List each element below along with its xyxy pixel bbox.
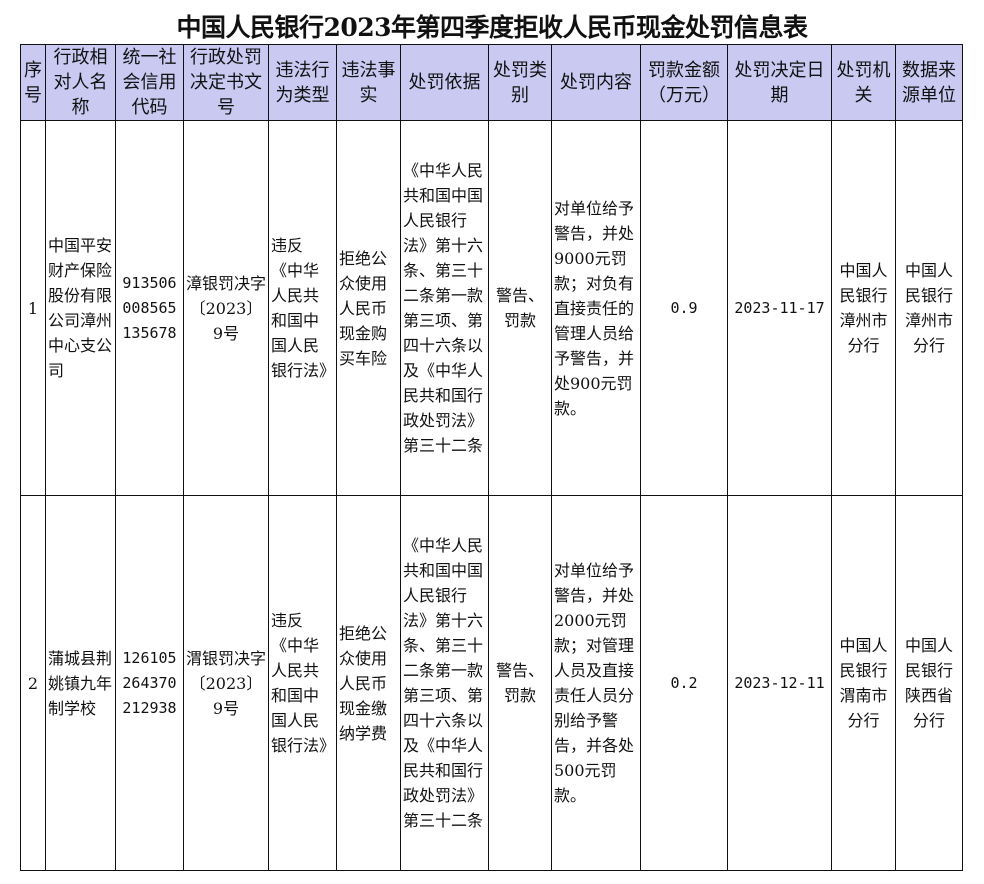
cell-basis: 《中华人民共和国中国人民银行法》第十六条、第三十二条第一款第三项、第四十六条以及… bbox=[400, 120, 489, 496]
cell-facts: 拒绝公众使用人民币现金购买车险 bbox=[336, 120, 401, 496]
cell-category: 警告、罚款 bbox=[488, 495, 552, 871]
penalty-table: 序号 行政相对人名称 统一社会信用代码 行政处罚决定书文号 违法行为类型 违法事… bbox=[20, 44, 963, 871]
cell-name: 中国平安财产保险股份有限公司漳州中心支公司 bbox=[45, 120, 116, 496]
cell-no: 1 bbox=[20, 120, 46, 496]
cell-credit-code: 126105264370212938 bbox=[115, 495, 184, 871]
cell-source: 中国人民银行陕西省分行 bbox=[895, 495, 963, 871]
column-header: 序号 bbox=[20, 44, 46, 121]
cell-date: 2023-12-11 bbox=[727, 495, 832, 871]
table-row: 2 蒲城县荆姚镇九年制学校 126105264370212938 渭银罚决字〔2… bbox=[20, 495, 963, 871]
cell-amount: 0.2 bbox=[640, 495, 728, 871]
column-header: 违法行为类型 bbox=[268, 44, 337, 121]
column-header: 处罚类别 bbox=[488, 44, 552, 121]
table-header-row: 序号 行政相对人名称 统一社会信用代码 行政处罚决定书文号 违法行为类型 违法事… bbox=[20, 44, 963, 121]
column-header: 处罚内容 bbox=[551, 44, 641, 121]
cell-violation-type: 违反《中华人民共和国中国人民银行法》 bbox=[268, 120, 337, 496]
column-header: 行政处罚决定书文号 bbox=[183, 44, 269, 121]
cell-facts: 拒绝公众使用人民币现金缴纳学费 bbox=[336, 495, 401, 871]
column-header: 数据来源单位 bbox=[895, 44, 963, 121]
cell-basis: 《中华人民共和国中国人民银行法》第十六条、第三十二条第一款第三项、第四十六条以及… bbox=[400, 495, 489, 871]
cell-credit-code: 913506008565135678 bbox=[115, 120, 184, 496]
cell-content: 对单位给予警告，并处2000元罚款；对管理人员及直接责任人员分别给予警告，并各处… bbox=[551, 495, 641, 871]
column-header: 处罚依据 bbox=[400, 44, 489, 121]
cell-authority: 中国人民银行漳州市分行 bbox=[831, 120, 896, 496]
cell-category: 警告、罚款 bbox=[488, 120, 552, 496]
cell-doc-no: 漳银罚决字〔2023〕9号 bbox=[183, 120, 269, 496]
column-header: 罚款金额（万元） bbox=[640, 44, 728, 121]
cell-amount: 0.9 bbox=[640, 120, 728, 496]
column-header: 处罚机关 bbox=[831, 44, 896, 121]
column-header: 处罚决定日期 bbox=[727, 44, 832, 121]
cell-date: 2023-11-17 bbox=[727, 120, 832, 496]
cell-content: 对单位给予警告，并处9000元罚款；对负有直接责任的管理人员给予警告，并处900… bbox=[551, 120, 641, 496]
cell-source: 中国人民银行漳州市分行 bbox=[895, 120, 963, 496]
cell-authority: 中国人民银行渭南市分行 bbox=[831, 495, 896, 871]
column-header: 行政相对人名称 bbox=[45, 44, 116, 121]
column-header: 违法事实 bbox=[336, 44, 401, 121]
cell-violation-type: 违反《中华人民共和国中国人民银行法》 bbox=[268, 495, 337, 871]
cell-name: 蒲城县荆姚镇九年制学校 bbox=[45, 495, 116, 871]
cell-no: 2 bbox=[20, 495, 46, 871]
column-header: 统一社会信用代码 bbox=[115, 44, 184, 121]
table-row: 1 中国平安财产保险股份有限公司漳州中心支公司 9135060085651356… bbox=[20, 120, 963, 496]
document-title: 中国人民银行2023年第四季度拒收人民币现金处罚信息表 bbox=[176, 13, 808, 42]
cell-doc-no: 渭银罚决字〔2023〕9号 bbox=[183, 495, 269, 871]
